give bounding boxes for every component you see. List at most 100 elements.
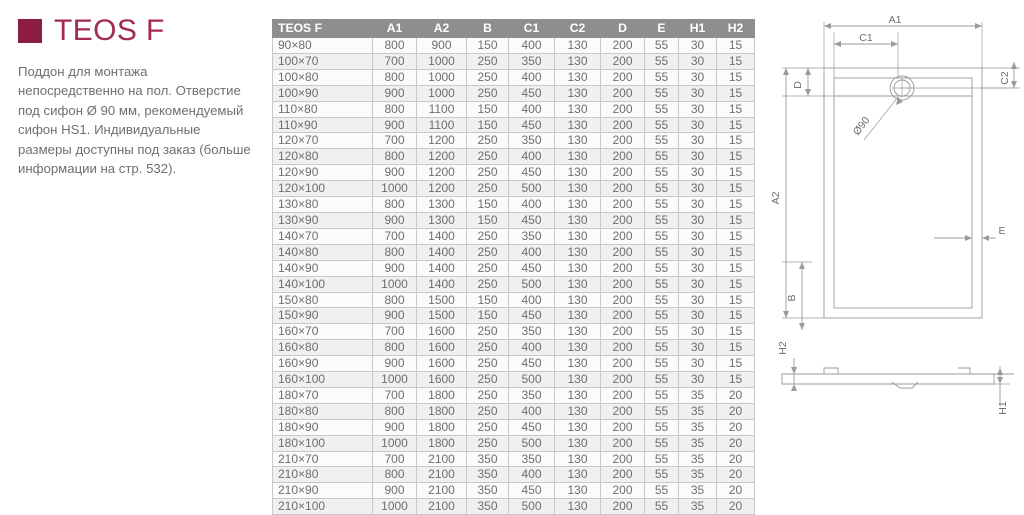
cell-a1: 800 (372, 243, 417, 261)
page-title: TEOS F (54, 14, 165, 47)
cell-model: 210×80 (272, 466, 373, 484)
cell-e: 55 (644, 243, 679, 261)
drawing-canvas: A1 C1 A2 D C2 B E Ø90 H2 H1 (770, 14, 1020, 415)
cell-d: 200 (600, 116, 645, 134)
cell-b: 250 (466, 227, 509, 245)
table-row: 210×80 800 2100 350 400 130 200 55 35 20 (272, 466, 755, 484)
cell-d: 200 (600, 259, 645, 277)
cell-b: 250 (466, 84, 509, 102)
cell-h2: 15 (716, 307, 755, 325)
cell-h2: 15 (716, 100, 755, 118)
cell-a1: 800 (372, 37, 417, 54)
cell-h1: 30 (678, 227, 717, 245)
column-header-a2: A2 (416, 19, 467, 38)
cell-h2: 20 (716, 386, 755, 404)
label-c1: C1 (859, 32, 873, 44)
cell-h1: 35 (678, 418, 717, 436)
cell-b: 250 (466, 434, 509, 452)
cell-b: 250 (466, 418, 509, 436)
cell-a1: 900 (372, 84, 417, 102)
cell-h2: 15 (716, 259, 755, 277)
cell-a2: 1400 (416, 259, 467, 277)
cell-a1: 900 (372, 211, 417, 229)
cell-h1: 30 (678, 259, 717, 277)
table-row: 120×100 1000 1200 250 500 130 200 55 30 15 (272, 180, 755, 198)
table-row: 130×90 900 1300 150 450 130 200 55 30 15 (272, 211, 755, 229)
cell-e: 55 (644, 68, 679, 86)
cell-a1: 700 (372, 323, 417, 341)
cell-b: 250 (466, 275, 509, 293)
cell-c1: 400 (508, 243, 555, 261)
cell-a2: 2100 (416, 450, 467, 468)
cell-c1: 450 (508, 211, 555, 229)
cell-model: 100×90 (272, 84, 373, 102)
cell-e: 55 (644, 386, 679, 404)
cell-a1: 1000 (372, 275, 417, 293)
label-b: B (786, 294, 798, 301)
cell-model: 160×80 (272, 339, 373, 357)
cell-c2: 130 (554, 466, 601, 484)
cell-model: 210×70 (272, 450, 373, 468)
cell-h2: 15 (716, 323, 755, 341)
cell-c2: 130 (554, 418, 601, 436)
cell-h2: 20 (716, 498, 755, 515)
cell-e: 55 (644, 498, 679, 515)
cell-h2: 15 (716, 211, 755, 229)
cell-a2: 1000 (416, 84, 467, 102)
cell-b: 250 (466, 132, 509, 150)
cell-d: 200 (600, 291, 645, 309)
cell-a2: 1000 (416, 68, 467, 86)
cell-c1: 350 (508, 386, 555, 404)
cell-model: 180×80 (272, 402, 373, 420)
cell-c1: 450 (508, 307, 555, 325)
cell-c2: 130 (554, 355, 601, 373)
cell-a1: 900 (372, 259, 417, 277)
cell-c1: 400 (508, 148, 555, 166)
cell-c1: 400 (508, 68, 555, 86)
cell-a1: 800 (372, 196, 417, 213)
cell-h1: 30 (678, 339, 717, 357)
cell-c2: 130 (554, 482, 601, 500)
table-row: 180×70 700 1800 250 350 130 200 55 35 20 (272, 386, 755, 404)
label-a2: A2 (770, 191, 782, 204)
cell-a2: 1400 (416, 227, 467, 245)
cell-c1: 400 (508, 291, 555, 309)
cell-model: 100×70 (272, 52, 373, 70)
cell-h2: 15 (716, 227, 755, 245)
cell-d: 200 (600, 196, 645, 213)
column-header-b: B (466, 19, 509, 38)
cell-b: 350 (466, 498, 509, 515)
cell-model: 160×70 (272, 323, 373, 341)
cell-d: 200 (600, 211, 645, 229)
cell-c2: 130 (554, 227, 601, 245)
cell-h1: 30 (678, 243, 717, 261)
cell-a1: 800 (372, 148, 417, 166)
cell-e: 55 (644, 84, 679, 102)
cell-h1: 35 (678, 498, 717, 515)
cell-d: 200 (600, 402, 645, 420)
cell-c2: 130 (554, 84, 601, 102)
cell-c2: 130 (554, 259, 601, 277)
cell-e: 55 (644, 259, 679, 277)
cell-a2: 1100 (416, 100, 467, 118)
drain-leader-line (863, 96, 899, 141)
cell-a2: 1200 (416, 132, 467, 150)
cell-b: 250 (466, 148, 509, 166)
cell-a1: 800 (372, 466, 417, 484)
cell-h2: 20 (716, 466, 755, 484)
cell-c2: 130 (554, 371, 601, 388)
profile-slab (781, 373, 995, 385)
cell-b: 350 (466, 482, 509, 500)
cell-a1: 800 (372, 68, 417, 86)
cell-b: 150 (466, 307, 509, 325)
cell-h1: 30 (678, 37, 717, 54)
cell-e: 55 (644, 164, 679, 182)
cell-a1: 800 (372, 339, 417, 357)
table-row: 160×90 900 1600 250 450 130 200 55 30 15 (272, 355, 755, 373)
cell-a2: 1600 (416, 323, 467, 341)
cell-h1: 35 (678, 450, 717, 468)
cell-a2: 1800 (416, 386, 467, 404)
cell-h1: 30 (678, 84, 717, 102)
cell-c2: 130 (554, 52, 601, 70)
cell-h2: 15 (716, 196, 755, 213)
